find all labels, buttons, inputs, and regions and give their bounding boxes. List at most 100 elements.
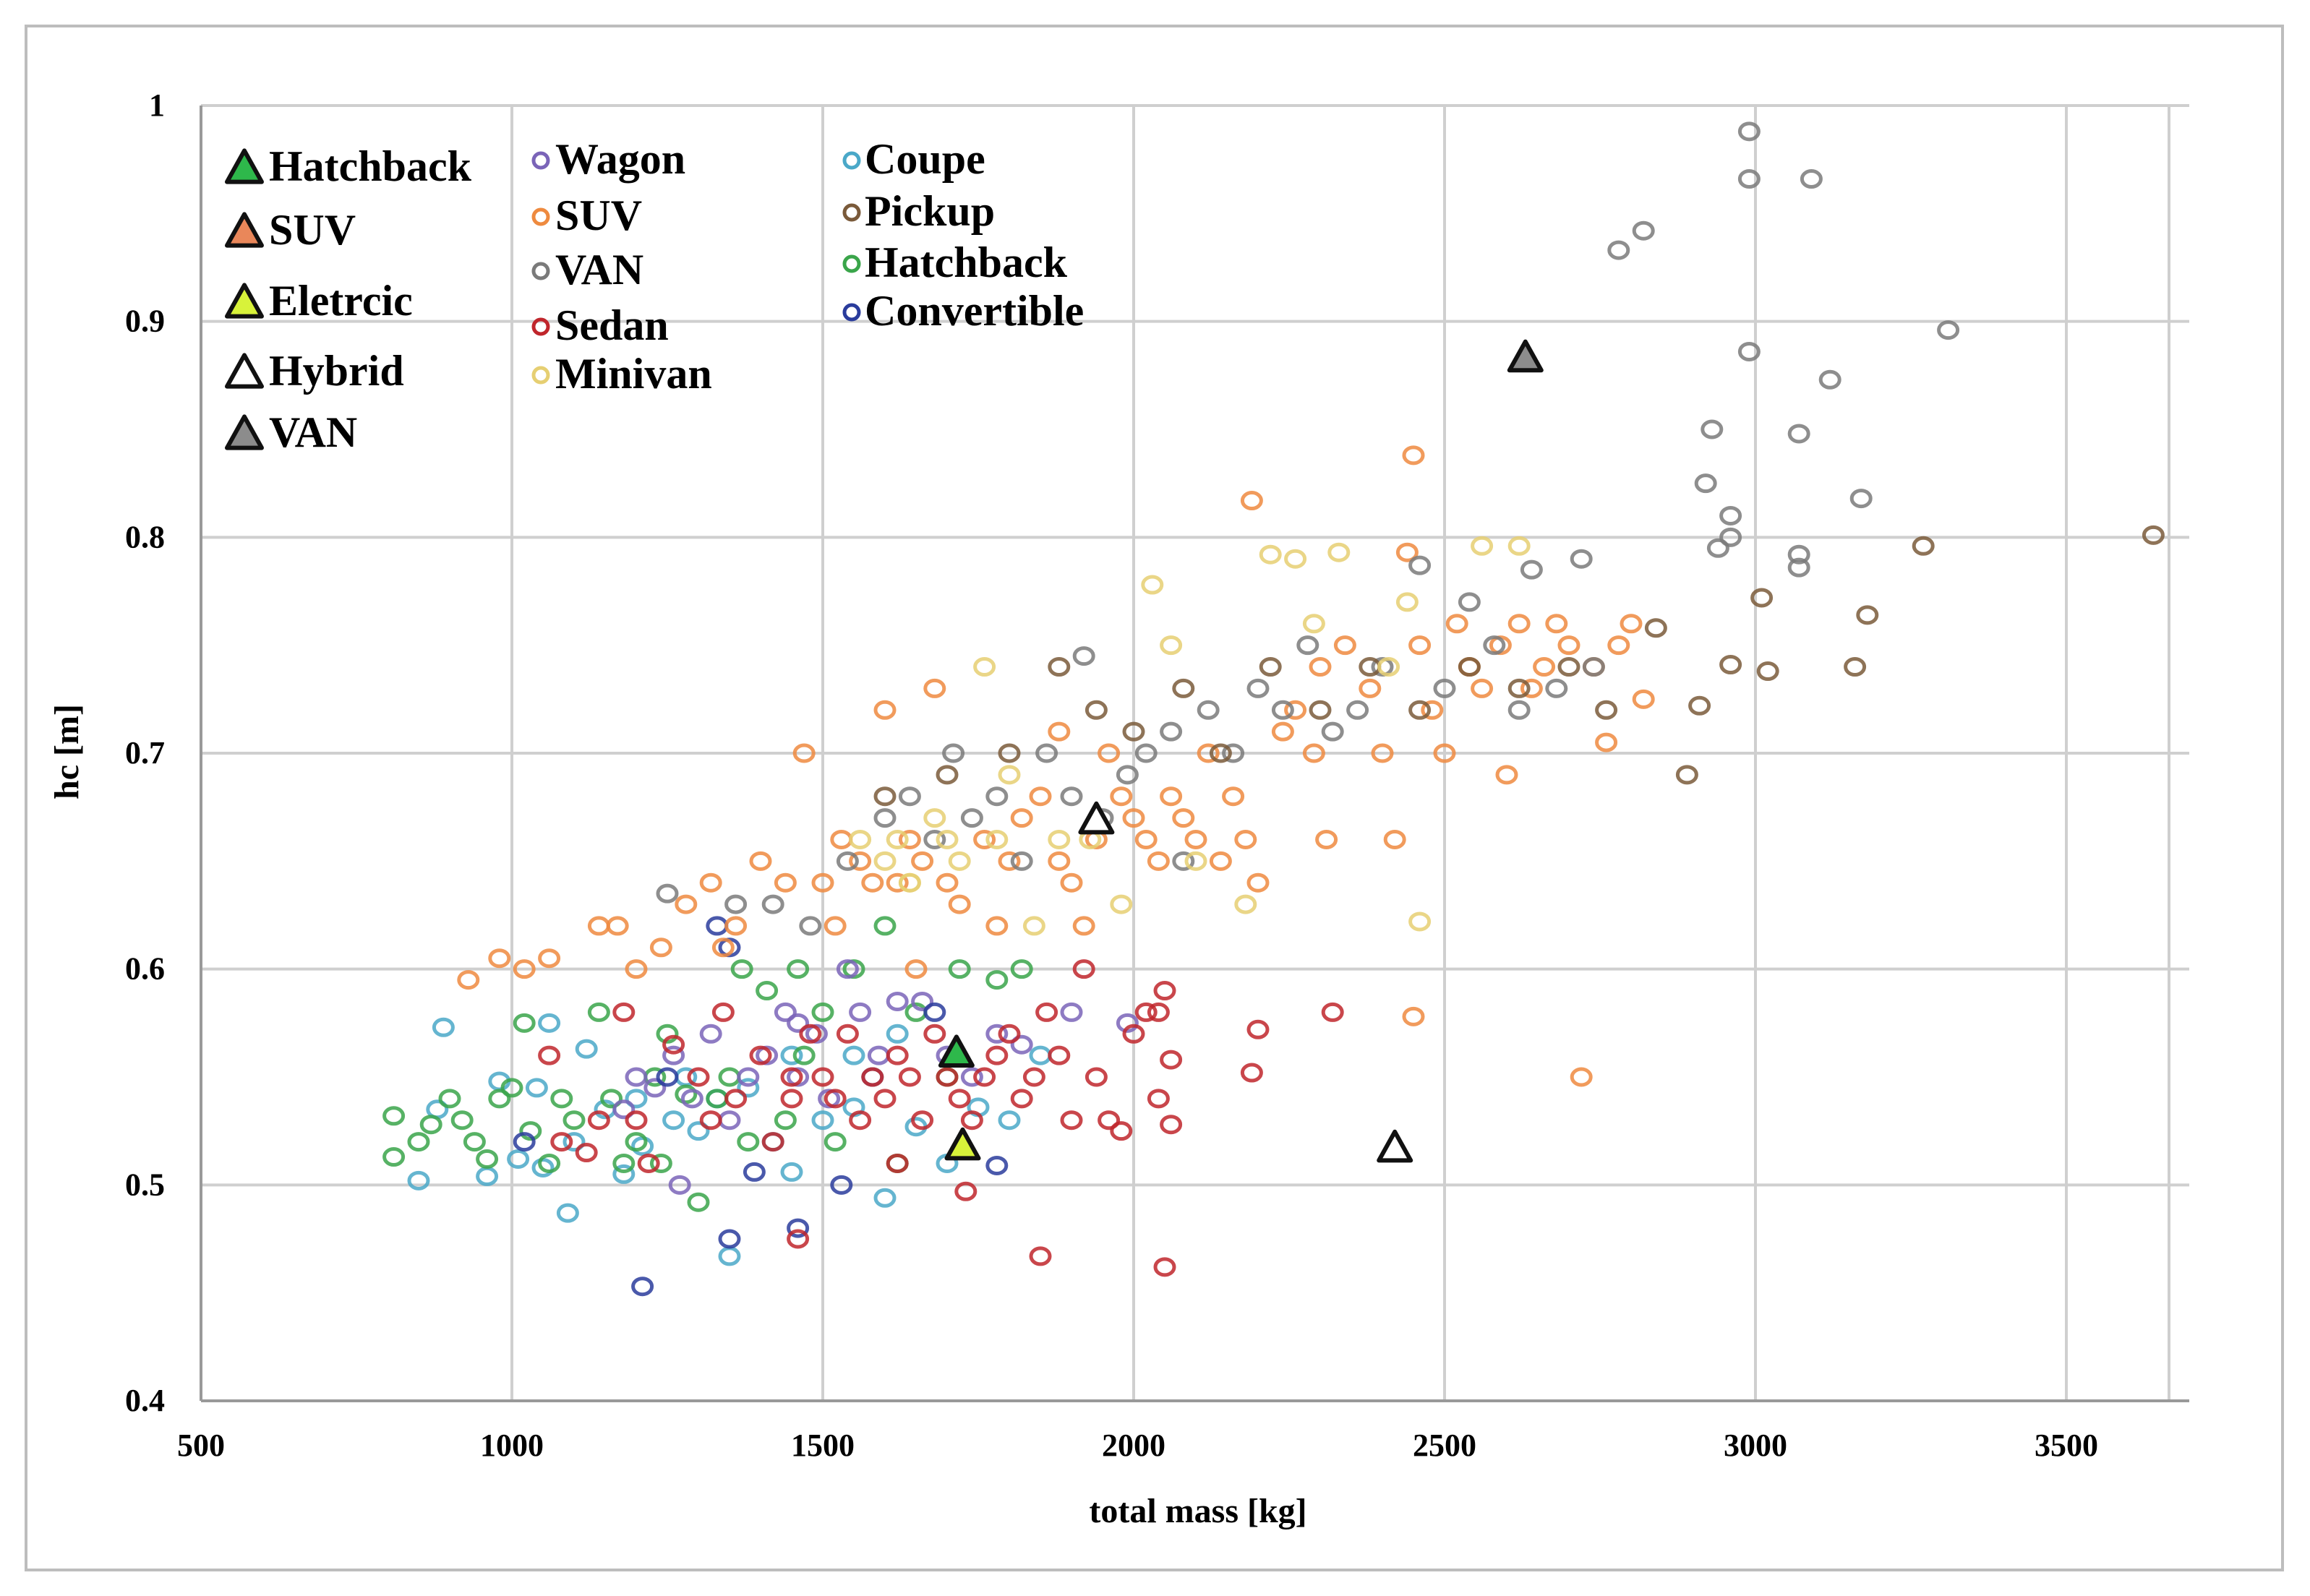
data-point-suv [513,959,536,979]
data-point-pickup [1122,721,1145,742]
data-point-suv [1557,635,1580,656]
x-tick-label: 3000 [1724,1428,1787,1463]
legend-triangle-suv [225,212,264,248]
points-layer [382,121,2165,1297]
data-point-hatchback [948,959,971,979]
data-point-suv [587,916,610,936]
data-point-minivan [1395,592,1419,612]
legend-label: Hatchback [269,142,472,190]
data-point-suv [1060,872,1083,893]
data-point-suv [649,938,672,958]
data-point-van [1520,559,1543,580]
data-point-wagon [1010,1034,1033,1055]
legend-label: Hatchback [865,239,1068,286]
data-point-pickup [873,786,897,807]
data-point-van [1787,557,1810,578]
data-point-hatchback [718,1067,741,1087]
data-point-sedan [849,1110,872,1130]
data-point-hatchback [587,1002,610,1022]
data-point-wagon [836,959,859,979]
data-point-suv [1184,829,1207,849]
data-point-van [1060,786,1083,807]
data-point-sedan [575,1143,598,1163]
data-point-van [1134,743,1158,763]
data-point-suv [1315,829,1338,849]
data-point-van [1271,700,1294,720]
data-point-coupe [780,1162,803,1182]
data-point-van [1632,220,1655,241]
data-point-hatchback [612,1153,636,1173]
data-point-suv [898,829,921,849]
data-point-minivan [1141,575,1164,595]
highlight-triangle-eletrcic [944,1127,981,1161]
data-point-suv [1371,743,1394,763]
y-tick-label: 0.8 [125,519,165,554]
data-point-coupe [538,1013,561,1033]
data-point-suv [1029,786,1052,807]
data-point-coupe [780,1045,803,1065]
data-point-suv [1507,614,1531,634]
legend-circle-van [531,262,550,280]
data-point-coupe [718,1246,741,1266]
data-point-suv [1333,635,1356,656]
y-tick-label: 1 [149,87,165,123]
data-point-van [1719,527,1742,547]
data-point-suv [824,916,847,936]
data-point-minivan [849,829,872,849]
data-point-hatchback [463,1132,486,1152]
y-axis-label: hc [m] [48,704,86,799]
data-point-wagon [625,1067,648,1087]
data-point-van [724,894,748,914]
data-point-pickup [936,765,959,785]
data-point-suv [749,851,772,871]
data-point-van [1222,743,1245,763]
x-tick-label: 3500 [2035,1428,2098,1463]
data-point-suv [1246,872,1270,893]
data-point-pickup [1458,657,1481,677]
legend-label: SUV [555,192,642,239]
data-point-suv [948,894,971,914]
data-point-minivan [1022,916,1045,936]
data-point-hatchback [656,1024,679,1044]
data-point-wagon [849,1002,872,1022]
data-point-minivan [923,808,946,828]
data-point-suv [1240,491,1263,511]
data-point-minivan [1184,851,1207,871]
data-point-pickup [1359,657,1382,677]
data-point-pickup [1048,657,1071,677]
data-point-sedan [1240,1063,1263,1083]
data-point-minivan [1259,544,1282,565]
data-point-hatchback [985,970,1009,990]
data-point-coupe [1029,1045,1052,1065]
data-point-sedan [1160,1050,1183,1070]
data-point-minivan [898,872,921,893]
data-point-convertible [631,1277,654,1297]
data-point-hatchback [488,1089,511,1109]
data-point-wagon [680,1089,703,1109]
data-point-suv [1471,678,1494,698]
data-point-van [1787,424,1810,444]
legend-label: Minivan [555,350,712,398]
data-point-pickup [1856,605,1879,625]
data-point-suv [1309,657,1332,677]
data-point-suv [606,916,629,936]
data-point-van [1582,657,1605,677]
data-point-minivan [936,829,959,849]
data-point-van [1246,678,1270,698]
data-point-suv [1520,678,1543,698]
data-point-hatchback [407,1132,430,1152]
data-point-suv [1172,808,1195,828]
data-point-coupe [407,1170,430,1190]
data-point-hatchback [873,916,897,936]
data-point-sedan [948,1089,971,1109]
data-point-sedan [824,1089,847,1109]
data-point-van [1570,549,1593,569]
data-point-coupe [873,1188,897,1208]
data-point-wagon [886,991,909,1011]
legend-label: VAN [269,408,357,456]
y-tick-label: 0.9 [125,304,165,339]
data-point-suv [1197,743,1220,763]
data-point-sedan [998,1024,1021,1044]
data-point-van [898,786,921,807]
data-point-convertible [718,1229,741,1249]
